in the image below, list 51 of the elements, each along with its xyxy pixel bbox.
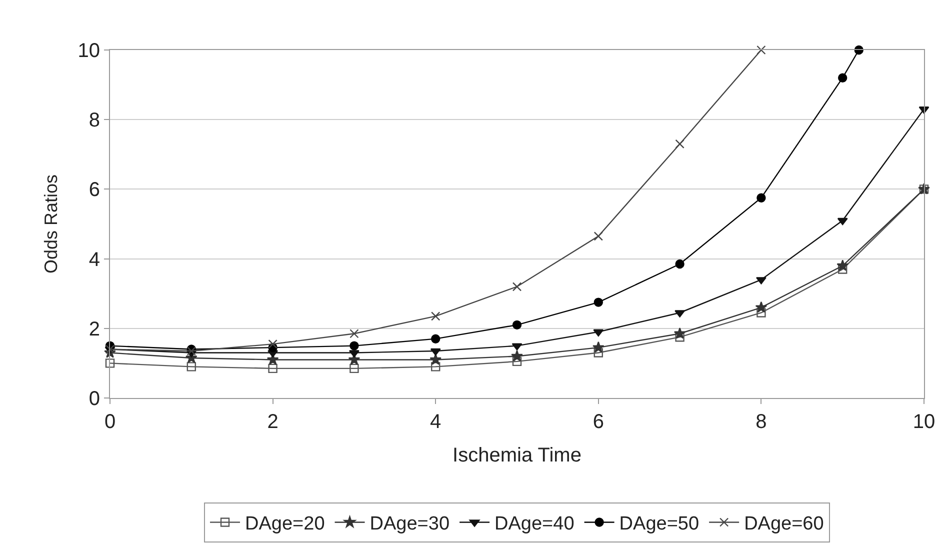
legend-label: DAge=20 [245, 514, 325, 535]
point [838, 73, 848, 82]
point [430, 348, 441, 356]
point [755, 301, 768, 313]
legend-label: DAge=30 [370, 514, 450, 535]
point [756, 193, 766, 202]
y-axis-title: Odds Ratios [40, 174, 61, 274]
point [756, 45, 766, 55]
point [594, 348, 603, 358]
point [512, 282, 522, 292]
x-tick-label: 8 [756, 411, 767, 433]
point [594, 232, 603, 241]
point [675, 332, 684, 342]
legend-label: DAge=40 [494, 514, 574, 535]
point [350, 364, 359, 374]
point [837, 218, 848, 226]
legend-label: DAge=60 [744, 514, 824, 535]
x-axis-title: Ischemia Time [452, 444, 582, 466]
point [675, 259, 684, 269]
point [594, 298, 603, 307]
point [675, 139, 684, 149]
point [431, 334, 440, 344]
point [512, 320, 522, 330]
y-tick-label: 8 [88, 110, 100, 132]
y-tick-label: 6 [88, 179, 100, 202]
point [430, 354, 442, 365]
point [431, 312, 440, 321]
point [268, 364, 278, 374]
point [186, 362, 196, 372]
point [756, 308, 766, 318]
x-tick-label: 0 [104, 411, 116, 433]
legend-label: DAge=50 [619, 514, 700, 535]
point [350, 329, 359, 338]
y-tick-label: 2 [88, 318, 100, 340]
point [105, 358, 115, 368]
point [838, 264, 848, 274]
point [350, 341, 359, 350]
point [511, 350, 523, 362]
point [592, 341, 604, 353]
x-tick-label: 4 [430, 411, 442, 433]
x-tick-label: 10 [912, 411, 936, 433]
point [674, 327, 686, 339]
x-tick-label: 6 [592, 411, 604, 433]
y-tick-label: 10 [78, 40, 100, 62]
point [431, 362, 440, 372]
point [512, 356, 522, 366]
y-tick-label: 0 [88, 388, 100, 410]
point [268, 339, 278, 349]
y-tick-label: 4 [88, 248, 100, 271]
point [836, 260, 849, 271]
x-tick-label: 2 [267, 411, 278, 433]
